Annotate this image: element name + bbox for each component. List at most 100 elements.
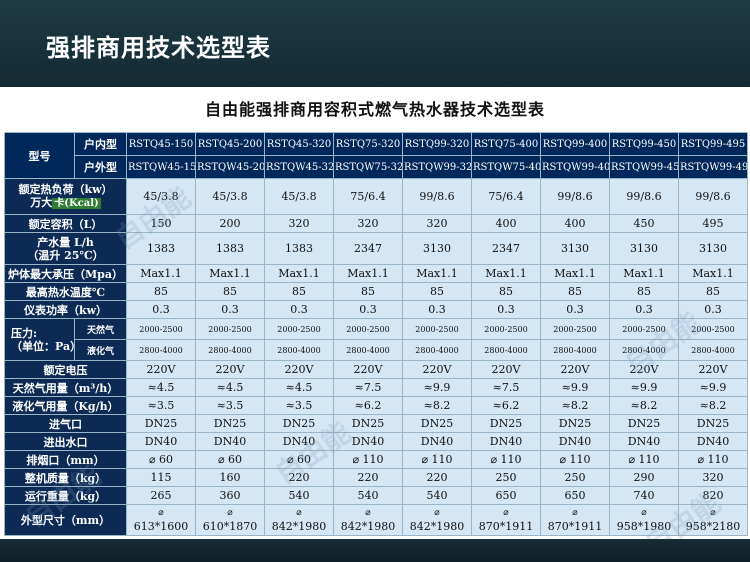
value-cell: 400 [540, 214, 610, 233]
model-cell: RSTQW45-150 [126, 155, 196, 179]
value-cell: DN25 [402, 414, 472, 433]
water-output-row: 产水量 L/h （温升 25℃） 1383 1383 1383 2347 3130 2347 3… [4, 232, 748, 265]
weight-row: 整机质量（kg） 115 160 220 220 220 250 250 290 320 [4, 468, 748, 487]
value-cell: 85 [471, 282, 541, 301]
pressure-label-label_line2: （单位：Pa） [11, 339, 75, 353]
indoor-model-row: 型号 户内型 RSTQ45-150 RSTQ45-200 RSTQ45-320 RST… [4, 132, 748, 179]
value-cell: 220 [402, 468, 472, 487]
heat-load-label-line1: 额定热负荷（kw） [18, 183, 113, 196]
value-cell: 45/3.8 [264, 178, 334, 215]
value-cell: 2000-2500 [678, 318, 748, 340]
kcal-unit-highlight: 卡(Kcal) [52, 198, 101, 209]
value-cell: 540 [402, 486, 472, 505]
voltage-row: 额定电压 220V 220V 220V 220V 220V 220V 220V 220V 220V [4, 360, 748, 379]
value-cell: 0.3 [126, 300, 196, 319]
row-label: 进气口 [4, 414, 127, 433]
value-cell: 2000-2500 [195, 318, 265, 340]
value-cell: DN40 [471, 432, 541, 451]
value-cell: DN25 [333, 414, 403, 433]
value-cell: 99/8.6 [678, 178, 748, 215]
water-output-label-label_line2: （温升 25℃） [27, 248, 104, 262]
value-cell: Max1.1 [195, 264, 265, 283]
row-label: 运行重量（kg） [4, 486, 127, 505]
value-cell: 85 [333, 282, 403, 301]
value-cell: ≈4.5 [126, 378, 196, 397]
table-title: 自由能强排商用容积式燃气热水器技术选型表 [204, 100, 545, 119]
value-cell: 220 [264, 468, 334, 487]
row-label: 额定容积（L） [4, 214, 127, 233]
row-label: 天然气用量（m³/h） [4, 378, 127, 397]
value-cell: Max1.1 [540, 264, 610, 283]
model-cell: RSTQ75-400 [471, 132, 541, 156]
value-cell: 2000-2500 [402, 318, 472, 340]
value-cell: DN40 [609, 432, 679, 451]
diameter-symbol: ⌀ [503, 508, 509, 518]
slide-footer [0, 539, 750, 562]
value-cell: ≈3.5 [264, 396, 334, 415]
value-cell: ≈9.9 [609, 378, 679, 397]
value-cell: Max1.1 [126, 264, 196, 283]
value-cell: ⌀ 110 [678, 450, 748, 469]
value-cell: 2800-4000 [195, 339, 265, 361]
row-label: 最高热水温度℃ [4, 282, 127, 301]
value-cell: ⌀ 870*1911 [540, 504, 610, 536]
max-temp-row: 最高热水温度℃ 85 85 85 85 85 85 85 85 85 [4, 282, 748, 301]
outdoor-label: 户外型 [74, 155, 127, 179]
meter-power-row: 仪表功率（kw） 0.3 0.3 0.3 0.3 0.3 0.3 0.3 0.3 0.3 [4, 300, 748, 319]
value-cell: 2000-2500 [126, 318, 196, 340]
heat-load-row: 额定热负荷（kw） 万大 卡(Kcal) 45/3.8 45/3.8 45/3.8 75/6… [4, 178, 748, 215]
model-cell: RSTQ75-320 [333, 132, 403, 156]
pressure-label-label_line1: 压力: [11, 326, 38, 340]
value-cell: 540 [333, 486, 403, 505]
model-cell: RSTQ99-495 [678, 132, 748, 156]
value-cell: ≈3.5 [195, 396, 265, 415]
value-cell: Max1.1 [471, 264, 541, 283]
value-cell: 250 [540, 468, 610, 487]
value-cell: 650 [471, 486, 541, 505]
model-cell: RSTQW75-400 [471, 155, 541, 179]
dimension-value: 958*1980 [616, 520, 672, 533]
value-cell: ≈8.2 [609, 396, 679, 415]
value-cell: 75/6.4 [471, 178, 541, 215]
model-cell: RSTQW99-400 [540, 155, 610, 179]
value-cell: 99/8.6 [540, 178, 610, 215]
value-cell: 2000-2500 [471, 318, 541, 340]
value-cell: 0.3 [264, 300, 334, 319]
slide-body: 自由能强排商用容积式燃气热水器技术选型表 型号 户内型 RSTQ45-150 RS… [0, 87, 750, 561]
value-cell: 150 [126, 214, 196, 233]
value-cell: ≈3.5 [126, 396, 196, 415]
diameter-symbol: ⌀ [227, 508, 233, 518]
value-cell: DN40 [540, 432, 610, 451]
value-cell: DN25 [195, 414, 265, 433]
value-cell: 160 [195, 468, 265, 487]
row-label: 压力: （单位：Pa） [4, 318, 75, 361]
exhaust-row: 排烟口（mm） ⌀ 60 ⌀ 60 ⌀ 60 ⌀ 110 ⌀ 110 ⌀ 110 ⌀ 110 ⌀… [4, 450, 748, 469]
slide-header: 强排商用技术选型表 [0, 0, 750, 87]
value-cell: 2800-4000 [402, 339, 472, 361]
model-cell: RSTQ99-450 [609, 132, 679, 156]
value-cell: 250 [471, 468, 541, 487]
lpg-pressure-row: 液化气 2800-4000 2800-4000 2800-4000 2800-4000 2… [5, 339, 748, 361]
value-cell: DN40 [264, 432, 334, 451]
value-cell: DN40 [195, 432, 265, 451]
value-cell: ⌀ 842*1980 [264, 504, 334, 536]
value-cell: 85 [264, 282, 334, 301]
value-cell: DN40 [678, 432, 748, 451]
value-cell: ⌀ 110 [333, 450, 403, 469]
value-cell: 220V [471, 360, 541, 379]
value-cell: ≈7.5 [471, 378, 541, 397]
heat-load-label-line2: 万大 卡(Kcal) [6, 196, 125, 210]
row-label: 整机质量（kg） [4, 468, 127, 487]
value-cell: ≈6.2 [333, 396, 403, 415]
value-cell: 2800-4000 [471, 339, 541, 361]
value-cell: DN40 [402, 432, 472, 451]
value-cell: 0.3 [402, 300, 472, 319]
value-cell: 220V [264, 360, 334, 379]
value-cell: ⌀ 110 [609, 450, 679, 469]
value-cell: DN25 [609, 414, 679, 433]
value-cell: 0.3 [609, 300, 679, 319]
value-cell: ⌀ 613*1600 [126, 504, 196, 536]
value-cell: 85 [195, 282, 265, 301]
value-cell: ≈9.9 [678, 378, 748, 397]
model-cell: RSTQW45-200 [195, 155, 265, 179]
